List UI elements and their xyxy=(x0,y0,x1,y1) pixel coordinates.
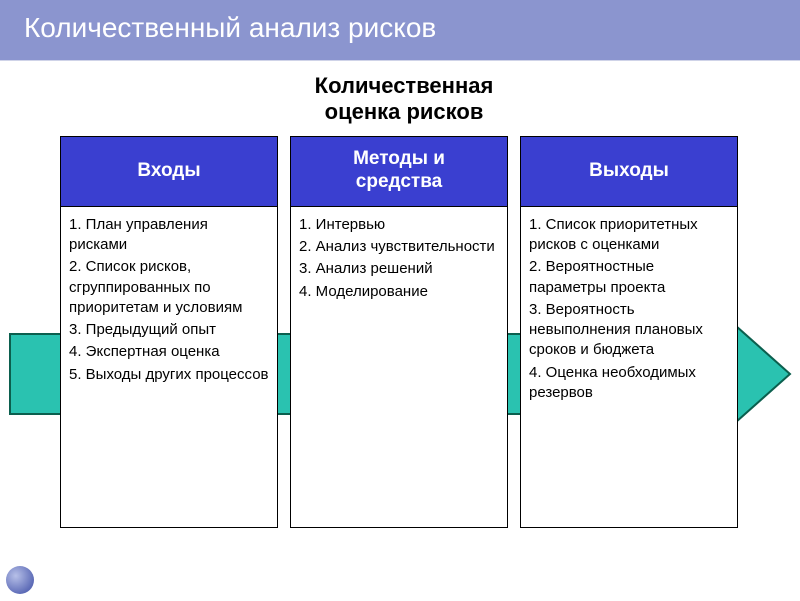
column-body: 1. План управления рисками2. Список риск… xyxy=(61,207,277,527)
list-item: 4. Экспертная оценка xyxy=(69,342,269,362)
list-item: 5. Выходы других процессов xyxy=(69,365,269,385)
list-item: 3. Анализ решений xyxy=(299,259,499,279)
list-item: 4. Моделирование xyxy=(299,282,499,302)
diagram-subtitle: Количественная оценка рисков xyxy=(36,73,772,126)
list-item: 3. Предыдущий опыт xyxy=(69,320,269,340)
columns-container: Входы 1. План управления рисками2. Списо… xyxy=(36,136,772,528)
column-outputs: Выходы 1. Список приоритетных рисков с о… xyxy=(520,136,738,528)
list-item: 2. Список рисков, сгруппированных по при… xyxy=(69,257,269,318)
list-item: 1. Интервью xyxy=(299,215,499,235)
list-item: 1. План управления рисками xyxy=(69,215,269,256)
list-item: 2. Вероятностные параметры проекта xyxy=(529,257,729,298)
column-inputs: Входы 1. План управления рисками2. Списо… xyxy=(60,136,278,528)
column-header: Выходы xyxy=(521,137,737,207)
column-header: Входы xyxy=(61,137,277,207)
column-body: 1. Список приоритетных рисков с оценками… xyxy=(521,207,737,527)
content-area: Количественная оценка рисков Входы 1. Пл… xyxy=(0,61,800,601)
column-body: 1. Интервью2. Анализ чувствительности3. … xyxy=(291,207,507,527)
list-item: 3. Вероятность невыполнения плановых сро… xyxy=(529,300,729,361)
column-methods: Методы и средства 1. Интервью2. Анализ ч… xyxy=(290,136,508,528)
slide-title: Количественный анализ рисков xyxy=(0,0,800,61)
list-item: 2. Анализ чувствительности xyxy=(299,237,499,257)
decorative-bullet-icon xyxy=(6,566,34,594)
column-header: Методы и средства xyxy=(291,137,507,207)
list-item: 4. Оценка необходимых резервов xyxy=(529,363,729,404)
list-item: 1. Список приоритетных рисков с оценками xyxy=(529,215,729,256)
